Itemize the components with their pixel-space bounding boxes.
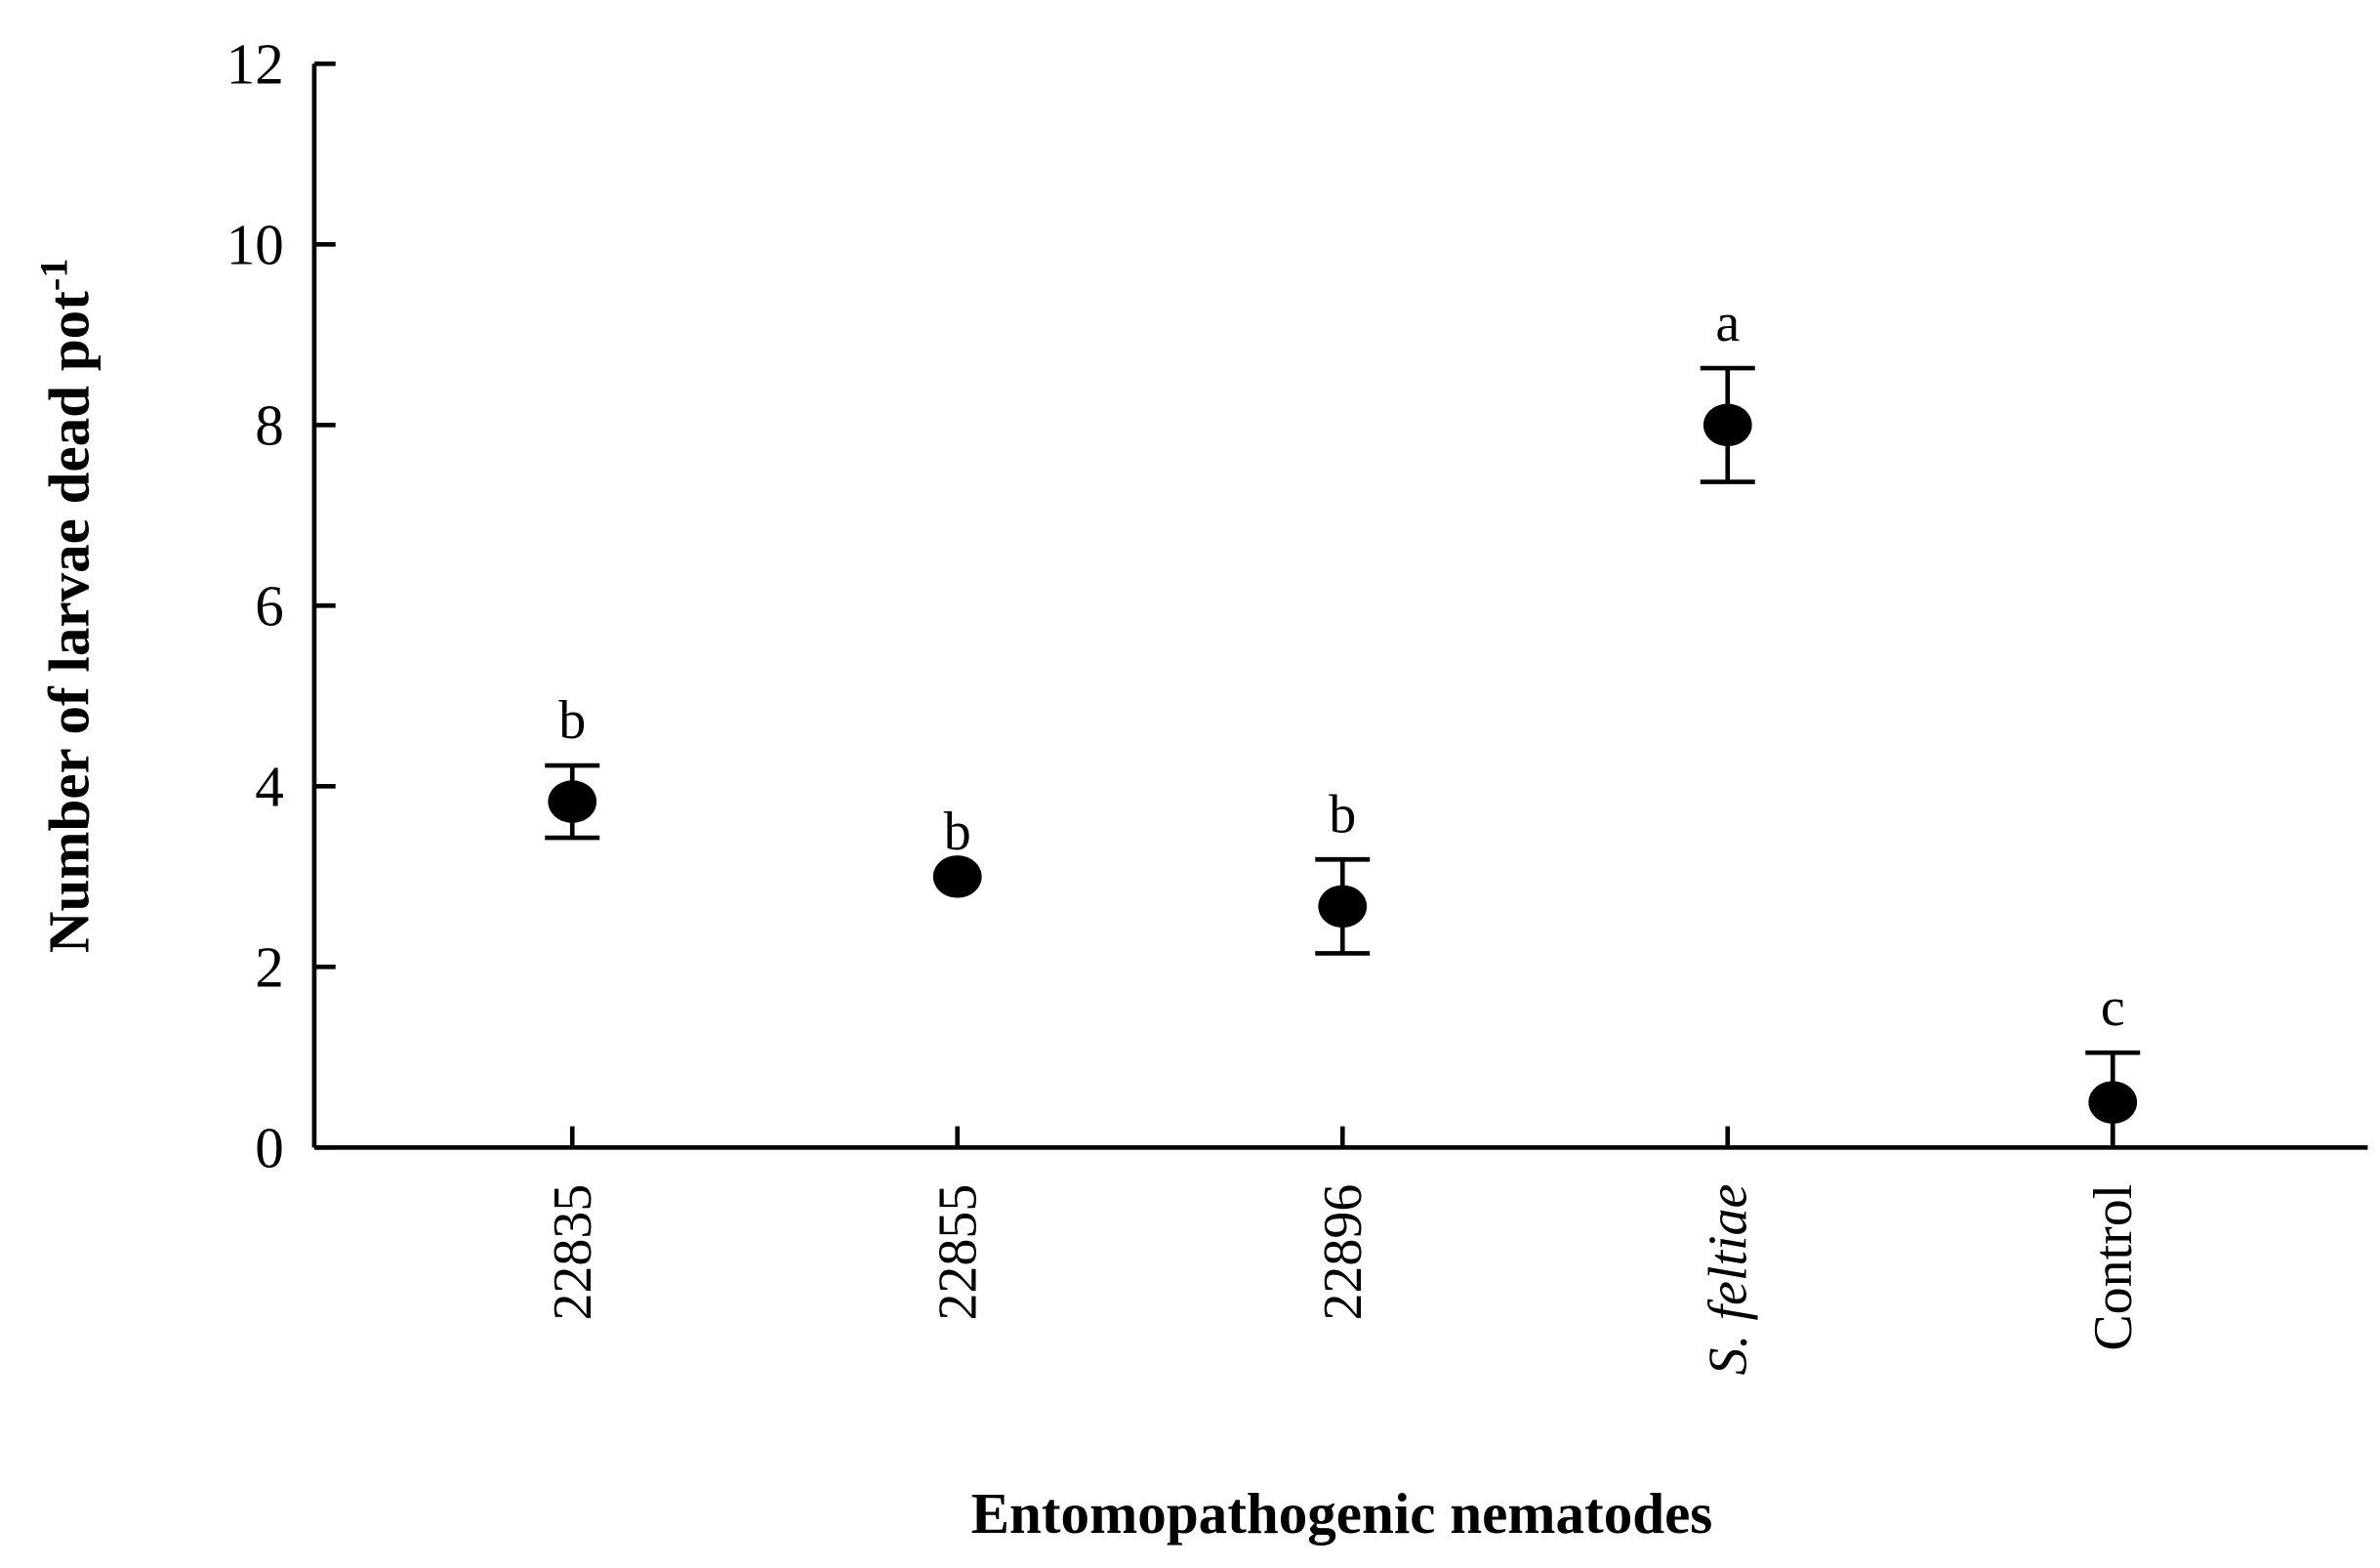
data-point (932, 855, 982, 898)
y-tick-label: 12 (226, 32, 284, 97)
y-tick-label: 10 (226, 213, 284, 277)
x-tick-label: 22855 (927, 1184, 988, 1321)
y-axis-label-main: Number of larvae dead pot (36, 291, 101, 953)
y-axis-label-superscript: -1 (32, 258, 76, 291)
data-point (2088, 1081, 2138, 1124)
significance-letter: b (558, 690, 586, 751)
y-tick-label: 4 (255, 755, 284, 819)
y-tick-label: 6 (255, 574, 284, 639)
y-tick-label: 8 (255, 393, 284, 458)
x-tick-label: 22835 (543, 1184, 603, 1321)
data-point (548, 780, 597, 823)
significance-letter: b (944, 802, 971, 862)
x-tick-label: 22896 (1313, 1184, 1374, 1321)
x-axis-label: Entomopathogenic nematodes (971, 1481, 1713, 1546)
data-point (1703, 403, 1752, 447)
plot-area (545, 365, 2141, 1148)
y-tick-label: 0 (255, 1116, 284, 1180)
x-tick-label: Control (2083, 1184, 2144, 1351)
data-point (1318, 885, 1368, 928)
y-tick-label: 2 (255, 935, 284, 1000)
significance-letter: c (2101, 977, 2125, 1038)
significance-letter: a (1715, 293, 1740, 353)
y-axis-label: Number of larvae dead pot-1 (32, 258, 102, 953)
significance-letter: b (1329, 784, 1356, 845)
x-tick-label: S. feltiae (1698, 1184, 1758, 1376)
